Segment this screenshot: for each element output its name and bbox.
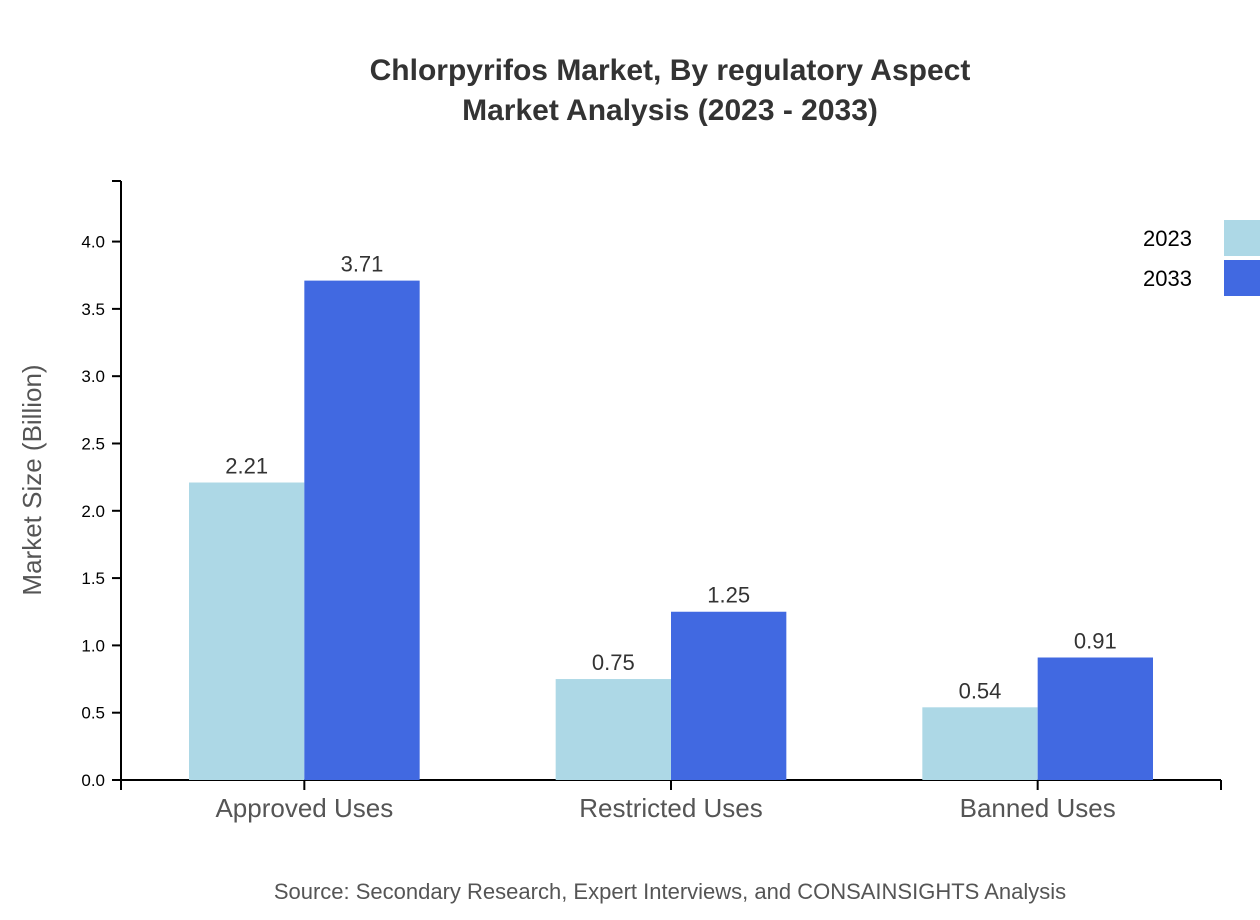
data-label: 0.91	[1074, 629, 1117, 654]
y-axis: 0.0 0.5 1.0 1.5 2.0 2.5 3.0 3.5 4.0	[81, 180, 122, 790]
chart-title: Chlorpyrifos Market, By regulatory Aspec…	[370, 54, 971, 87]
bar-2033-banned-uses	[1037, 657, 1153, 780]
data-label: 1.25	[707, 583, 750, 608]
y-tick-label: 3.0	[81, 367, 105, 386]
bars: 2.21 3.71 0.75 1.25 0.54 0.91	[189, 252, 1153, 780]
legend-swatch-2033	[1224, 260, 1260, 296]
source-note: Source: Secondary Research, Expert Inter…	[274, 879, 1066, 904]
legend-label: 2023	[1143, 226, 1192, 251]
data-label: 2.21	[225, 454, 268, 479]
bar-2033-restricted-uses	[671, 611, 787, 780]
bar-2023-banned-uses	[922, 707, 1038, 780]
y-tick-label: 4.0	[81, 233, 105, 252]
y-tick-label: 0.0	[81, 771, 105, 790]
y-tick-label: 1.5	[81, 569, 105, 588]
y-tick-label: 2.0	[81, 502, 105, 521]
y-tick-label: 3.5	[81, 300, 105, 319]
data-label: 0.75	[592, 650, 635, 675]
y-tick-label: 0.5	[81, 704, 105, 723]
legend: 2023 2033	[1143, 220, 1260, 296]
y-axis-label: Market Size (Billion)	[17, 364, 47, 595]
x-tick-label: Banned Uses	[960, 793, 1116, 823]
x-axis: Approved Uses Restricted Uses Banned Uses	[120, 779, 1222, 823]
legend-label: 2033	[1143, 266, 1192, 291]
y-tick-label: 1.0	[81, 636, 105, 655]
chart-subtitle: Market Analysis (2023 - 2033)	[462, 94, 878, 127]
data-label: 3.71	[341, 252, 384, 277]
y-tick-label: 2.5	[81, 434, 105, 453]
bar-2023-restricted-uses	[555, 679, 671, 780]
legend-swatch-2023	[1224, 220, 1260, 256]
data-label: 0.54	[959, 678, 1002, 703]
bar-2033-approved-uses	[304, 280, 420, 780]
bar-2023-approved-uses	[189, 482, 305, 780]
x-tick-label: Approved Uses	[215, 793, 393, 823]
x-tick-label: Restricted Uses	[579, 793, 763, 823]
